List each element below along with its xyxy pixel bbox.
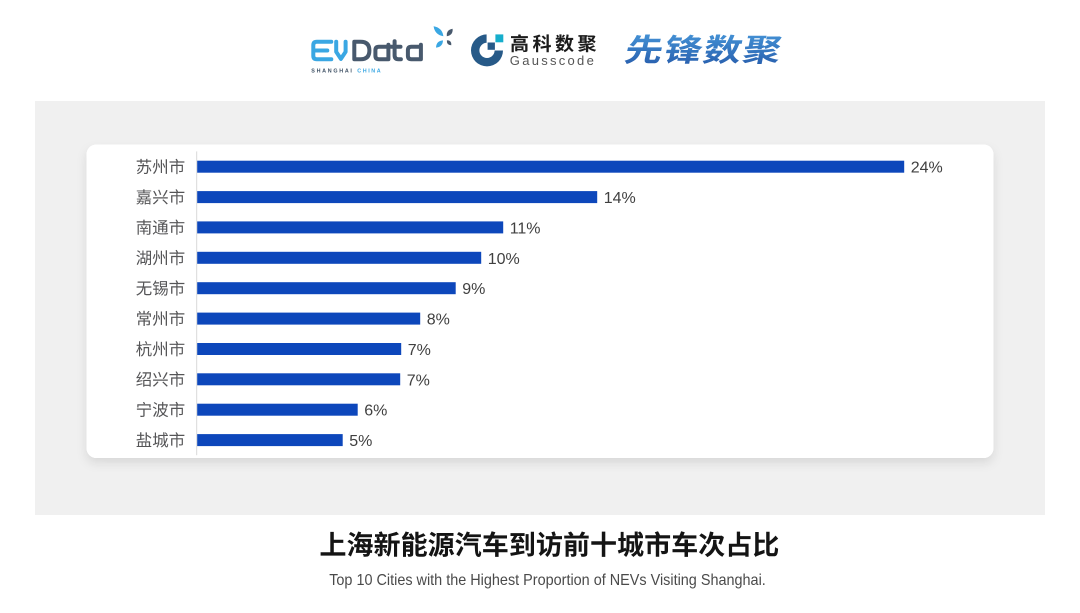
svg-text:14%: 14% [604, 190, 636, 207]
svg-text:5%: 5% [349, 433, 372, 450]
svg-text:Top 10 Cities with the Highest: Top 10 Cities with the Highest Proportio… [329, 572, 766, 589]
svg-text:CHINA: CHINA [357, 69, 381, 75]
svg-text:Gausscode: Gausscode [510, 53, 594, 68]
svg-text:11%: 11% [510, 220, 541, 237]
svg-text:6%: 6% [364, 403, 387, 420]
svg-text:24%: 24% [911, 160, 943, 177]
svg-text:7%: 7% [407, 372, 430, 389]
svg-text:7%: 7% [408, 342, 431, 359]
svg-text:10%: 10% [488, 251, 520, 268]
svg-text:9%: 9% [462, 281, 485, 298]
svg-text:8%: 8% [427, 312, 450, 329]
